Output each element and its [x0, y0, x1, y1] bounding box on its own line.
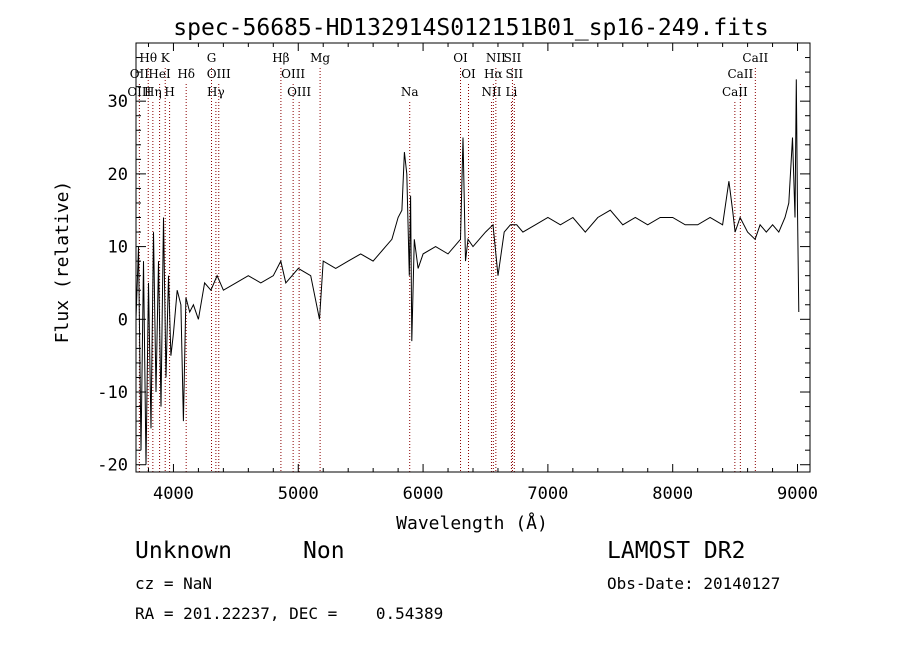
spectrum-line — [135, 79, 800, 465]
marker-label: G — [207, 51, 217, 65]
marker-label: NII — [486, 51, 506, 65]
marker-label: Hγ — [207, 85, 225, 99]
redshift-label: cz = NaN — [135, 574, 213, 593]
marker-label: Hθ — [139, 51, 157, 65]
coordinates-label: RA = 201.22237, DEC = 0.54389 — [135, 604, 444, 623]
marker-label: OI — [453, 51, 468, 65]
marker-label: Hη — [144, 85, 162, 99]
marker-label: Li — [506, 85, 518, 99]
y-tick-label: 30 — [108, 92, 128, 112]
obs-date-label: Obs-Date: 20140127 — [607, 574, 781, 593]
marker-label: CaII — [742, 51, 768, 65]
y-tick-label: 0 — [118, 310, 128, 330]
marker-label: OIII — [207, 67, 231, 81]
x-tick-label: 8000 — [652, 484, 693, 504]
plot-frame — [135, 42, 811, 473]
marker-label: HeI — [148, 67, 171, 81]
marker-label: K — [161, 51, 171, 65]
x-tick-label: 9000 — [777, 484, 818, 504]
marker-label: CaII — [727, 67, 753, 81]
x-tick-label: 6000 — [403, 484, 444, 504]
y-tick-label: 10 — [108, 238, 128, 258]
marker-label: CaII — [722, 85, 748, 99]
x-tick-label: 7000 — [527, 484, 568, 504]
x-axis: 4000 5000 6000 7000 8000 9000 — [147, 43, 818, 504]
marker-label: NII — [481, 85, 501, 99]
y-axis: -20 -10 0 10 20 30 — [97, 57, 810, 476]
x-tick-label: 5000 — [278, 484, 319, 504]
marker-label: Hα — [484, 67, 503, 81]
marker-label: Mg — [310, 51, 330, 65]
chart-title: spec-56685-HD132914S012151B01_sp16-249.f… — [173, 15, 768, 41]
marker-label: Hβ — [272, 51, 289, 65]
y-axis-label: Flux (relative) — [52, 181, 73, 344]
marker-label: OI — [461, 67, 476, 81]
marker-label: Na — [401, 85, 419, 99]
y-tick-label: 20 — [108, 165, 128, 185]
marker-label: H — [164, 85, 174, 99]
marker-label: OIII — [281, 67, 305, 81]
y-tick-label: -10 — [97, 383, 128, 403]
marker-label: OII — [130, 67, 150, 81]
marker-label: Hδ — [177, 67, 195, 81]
marker-label: SII — [504, 51, 522, 65]
classification-label: Unknown — [135, 538, 232, 564]
marker-label: OIII — [287, 85, 311, 99]
x-axis-label: Wavelength (Å) — [396, 512, 548, 534]
marker-label: SII — [505, 67, 523, 81]
marker-label: OIII — [127, 85, 151, 99]
y-tick-label: -20 — [97, 456, 128, 476]
x-tick-label: 4000 — [153, 484, 194, 504]
subclass-label: Non — [303, 538, 345, 564]
survey-label: LAMOST DR2 — [607, 538, 746, 564]
